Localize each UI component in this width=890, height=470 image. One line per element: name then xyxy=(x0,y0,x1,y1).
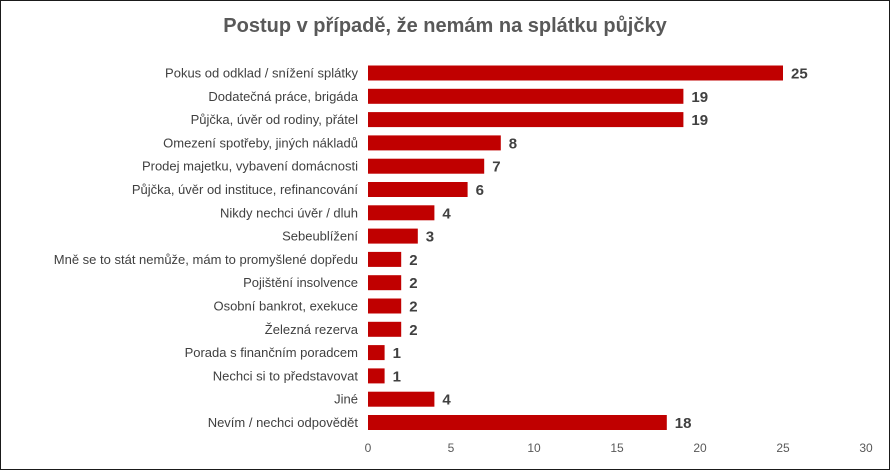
data-label: 1 xyxy=(393,368,401,385)
bar xyxy=(368,182,468,197)
data-label: 2 xyxy=(409,275,417,292)
data-label: 2 xyxy=(409,322,417,339)
x-tick-label: 5 xyxy=(448,441,455,455)
bar xyxy=(368,158,485,174)
bar xyxy=(368,135,501,151)
category-label: Mně se to stát nemůže, mám to promyšlené… xyxy=(54,252,358,267)
data-label: 19 xyxy=(691,89,708,106)
data-label: 25 xyxy=(791,66,808,83)
data-label: 2 xyxy=(409,252,417,269)
category-label: Půjčka, úvěr od instituce, refinancování xyxy=(132,182,359,197)
x-tick-label: 30 xyxy=(859,441,873,455)
bar xyxy=(368,65,783,81)
x-tick-label: 25 xyxy=(776,441,790,455)
chart-title: Postup v případě, že nemám na splátku pů… xyxy=(223,15,667,37)
category-label: Omezení spotřeby, jiných nákladů xyxy=(163,135,358,150)
data-label: 3 xyxy=(426,229,434,246)
bar xyxy=(368,368,385,384)
bar xyxy=(368,205,435,221)
data-label: 19 xyxy=(691,112,708,129)
category-label: Železná rezerva xyxy=(265,322,359,337)
category-label: Sebeublížení xyxy=(282,229,358,244)
bar xyxy=(368,275,402,291)
category-label: Prodej majetku, vybavení domácnosti xyxy=(142,159,358,174)
bar xyxy=(368,251,402,267)
x-tick-label: 0 xyxy=(365,441,372,455)
data-label: 2 xyxy=(409,299,417,316)
category-labels: Pokus od odklad / snížení splátky Dodateč… xyxy=(54,66,359,431)
bar xyxy=(368,112,684,128)
bars-layer xyxy=(368,65,783,430)
x-tick-label: 15 xyxy=(610,441,624,455)
data-label: 6 xyxy=(476,182,484,199)
category-label: Jiné xyxy=(334,392,358,407)
category-label: Nikdy nechci úvěr / dluh xyxy=(220,205,358,220)
data-label: 8 xyxy=(509,135,517,152)
category-label: Osobní bankrot, exekuce xyxy=(213,299,358,314)
category-label: Porada s finančním poradcem xyxy=(185,345,358,360)
bar xyxy=(368,88,684,104)
data-label: 4 xyxy=(442,205,451,222)
category-label: Nechci si to představovat xyxy=(213,368,359,383)
category-label: Pokus od odklad / snížení splátky xyxy=(165,66,358,81)
bar xyxy=(368,391,435,407)
bar xyxy=(368,298,402,314)
category-label: Pojištění insolvence xyxy=(243,275,358,290)
category-label: Nevím / nechci odpovědět xyxy=(208,415,359,430)
data-label: 18 xyxy=(675,415,692,432)
bar xyxy=(368,345,385,361)
category-label: Dodatečná práce, brigáda xyxy=(208,89,358,104)
x-axis: 0 5 10 15 20 25 30 xyxy=(365,441,873,455)
x-tick-label: 10 xyxy=(527,441,541,455)
data-label: 7 xyxy=(492,159,500,176)
category-label: Půjčka, úvěr od rodiny, přátel xyxy=(191,112,359,127)
bar xyxy=(368,415,667,430)
data-label: 4 xyxy=(442,392,451,409)
bar xyxy=(368,228,418,244)
x-tick-label: 20 xyxy=(693,441,707,455)
data-label: 1 xyxy=(393,345,401,362)
bar xyxy=(368,321,402,337)
